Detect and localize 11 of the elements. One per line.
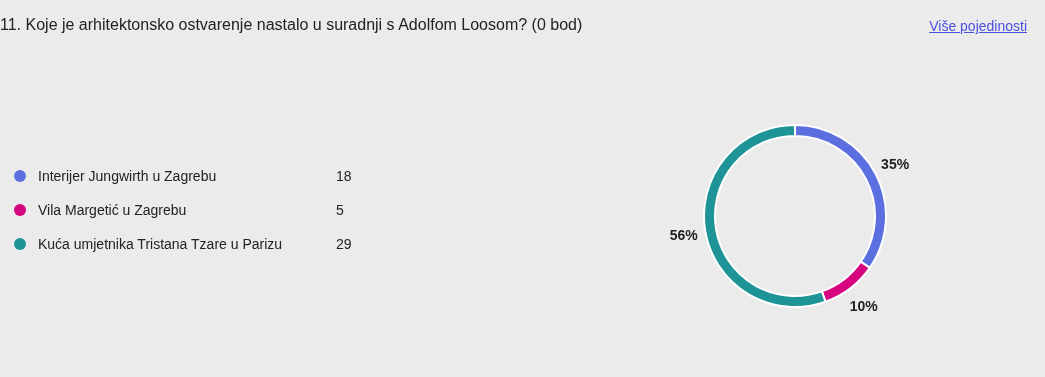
- text: Više pojedinosti: [929, 18, 1027, 34]
- data-label: 10%: [849, 297, 879, 314]
- legend-label: Interijer Jungwirth u Zagrebu: [38, 168, 218, 184]
- legend-label: Vila Margetić u Zagrebu: [38, 202, 188, 218]
- chart-title: 11. Koje je arhitektonsko ostvarenje nastalo u suradnji s Adolfom Loosom? (0 bod): [0, 16, 583, 34]
- legend-label: Kuća umjetnika Tristana Tzare u Parizu: [38, 236, 284, 252]
- text: 5: [336, 202, 344, 218]
- data-label: 56%: [669, 227, 699, 244]
- data-label: 35%: [881, 155, 910, 172]
- text: 18: [336, 168, 352, 184]
- text: 29: [336, 236, 352, 252]
